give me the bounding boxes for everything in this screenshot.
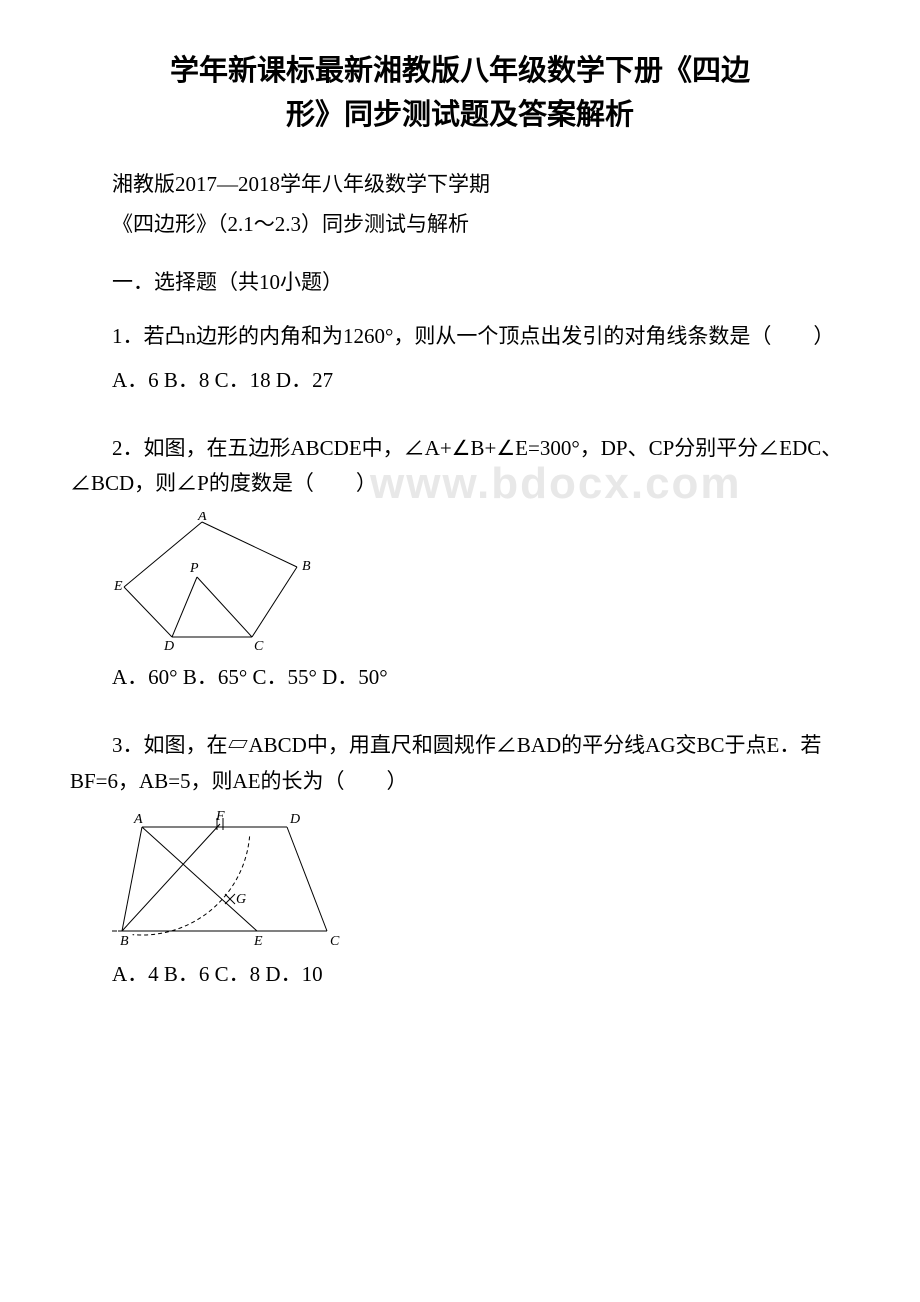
svg-text:C: C [254, 639, 264, 652]
svg-text:A: A [133, 812, 143, 827]
q1-text: 1．若凸n边形的内角和为1260°，则从一个顶点出发引的对角线条数是（ ） [70, 319, 850, 355]
title-line-1: 学年新课标最新湘教版八年级数学下册《四边 [70, 50, 850, 94]
svg-text:C: C [330, 934, 340, 949]
svg-text:G: G [236, 892, 246, 907]
q3-figure: A D B C E F G [112, 809, 850, 949]
svg-text:P: P [189, 561, 199, 576]
svg-text:B: B [120, 934, 129, 949]
section-header: 一．选择题（共10小题） [70, 259, 850, 305]
subtitle-1: 湘教版2017—2018学年八年级数学下学期 [70, 165, 850, 205]
svg-text:E: E [253, 934, 263, 949]
svg-text:F: F [215, 809, 225, 824]
q3-options: A．4 B．6 C．8 D．10 [70, 955, 850, 995]
svg-text:A: A [197, 512, 207, 524]
q2-figure: A B C D E P [112, 512, 850, 652]
subtitle-2: 《四边形》（2.1～2.3）同步测试与解析 [70, 205, 850, 245]
q1-options: A．6 B．8 C．18 D．27 [70, 361, 850, 401]
svg-text:B: B [302, 559, 311, 574]
svg-text:E: E [113, 579, 123, 594]
q2-options: A．60° B．65° C．55° D．50° [70, 658, 850, 698]
q2-text: 2．如图，在五边形ABCDE中，∠A+∠B+∠E=300°，DP、CP分别平分∠… [70, 431, 850, 502]
q3-text: 3．如图，在▱ABCD中，用直尺和圆规作∠BAD的平分线AG交BC于点E．若BF… [70, 728, 850, 799]
svg-text:D: D [163, 639, 174, 652]
title-line-2: 形》同步测试题及答案解析 [70, 94, 850, 138]
svg-text:D: D [289, 812, 300, 827]
